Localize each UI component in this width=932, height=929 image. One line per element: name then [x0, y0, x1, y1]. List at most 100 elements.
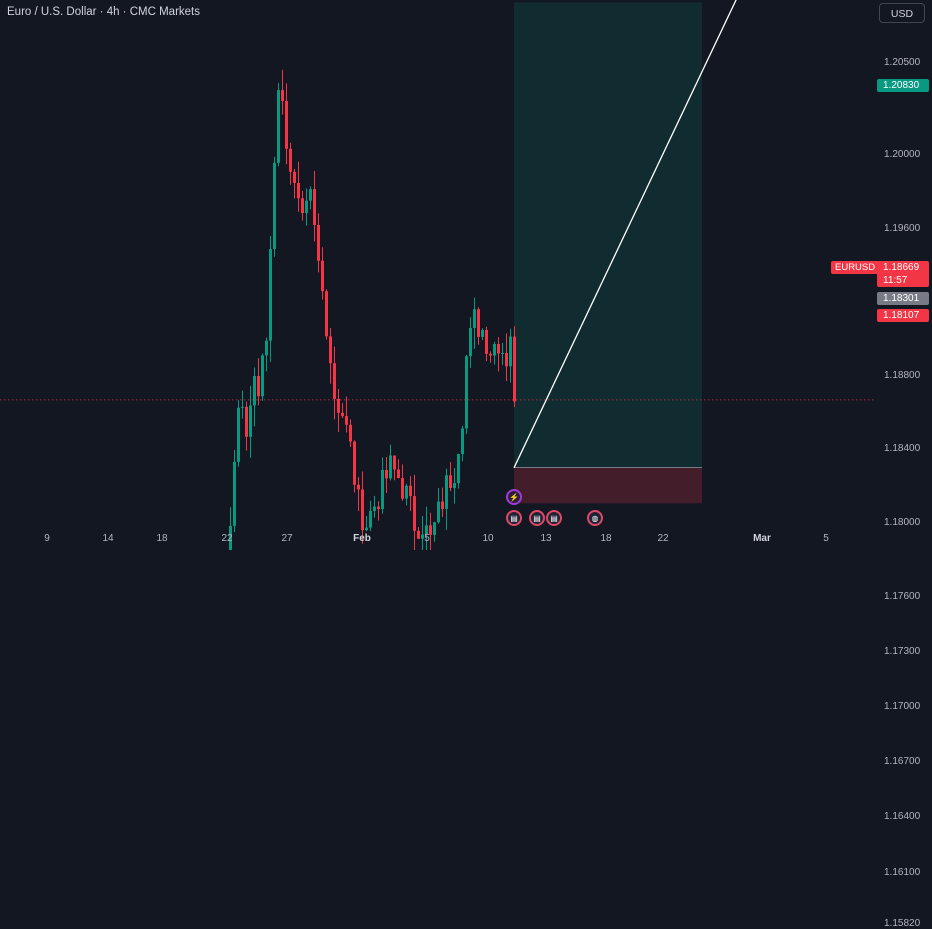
- us-flag-event-icon[interactable]: ▤: [529, 510, 545, 526]
- entry-price-tag: 1.18301: [877, 292, 929, 305]
- candle-body: [297, 182, 300, 199]
- time-tick: 14: [102, 533, 114, 544]
- us-flag-event-icon[interactable]: ▤: [506, 510, 522, 526]
- candle-body: [461, 428, 464, 455]
- long-position-profit-zone[interactable]: [514, 2, 702, 468]
- candle-body: [493, 343, 496, 356]
- candle-body: [425, 525, 428, 535]
- candle-body: [413, 496, 416, 531]
- price-tick: 1.16700: [884, 756, 921, 768]
- candle-body: [393, 455, 396, 470]
- candle-body: [249, 405, 252, 437]
- candle-body: [433, 522, 436, 535]
- candle-body: [321, 260, 324, 292]
- price-chart[interactable]: [0, 0, 932, 550]
- price-tick: 1.18800: [884, 369, 921, 381]
- time-tick: 22: [657, 533, 669, 544]
- price-tick: 1.19600: [884, 222, 921, 234]
- target-price-tag: 1.20830: [877, 79, 929, 92]
- candle-body: [265, 340, 268, 356]
- time-tick: Feb: [353, 533, 371, 544]
- candle-body: [325, 291, 328, 337]
- candle-body: [509, 336, 512, 367]
- bar-countdown-tag: 11:57: [877, 274, 929, 287]
- candle-body: [261, 355, 264, 397]
- time-tick: 13: [540, 533, 552, 544]
- time-tick: 18: [156, 533, 168, 544]
- price-tick: 1.17300: [884, 645, 921, 657]
- candle-body: [477, 309, 480, 337]
- candle-body: [341, 412, 344, 417]
- us-flag-event-icon[interactable]: ▤: [546, 510, 562, 526]
- candle-body: [241, 406, 244, 408]
- candle-body: [301, 198, 304, 214]
- candle-body: [369, 510, 372, 528]
- candle-body: [449, 475, 452, 488]
- candle-body: [285, 100, 288, 149]
- price-tick: 1.18000: [884, 517, 921, 528]
- price-tick: 1.17600: [884, 590, 921, 602]
- time-tick: 9: [44, 533, 50, 544]
- trend-arrow-line[interactable]: [513, 0, 776, 469]
- candle-body: [309, 189, 312, 201]
- candle-body: [389, 455, 392, 479]
- globe-event-icon[interactable]: ◍: [587, 510, 603, 526]
- candle-body: [417, 530, 420, 539]
- candle-body: [229, 525, 232, 550]
- time-tick: 5: [823, 533, 829, 544]
- chart-title: Euro / U.S. Dollar · 4h · CMC Markets: [7, 6, 200, 18]
- candle-body: [317, 225, 320, 261]
- time-tick: Mar: [753, 533, 771, 544]
- candle-body: [441, 501, 444, 509]
- candle-body: [289, 148, 292, 172]
- currency-button[interactable]: USD: [879, 3, 925, 23]
- candle-body: [237, 407, 240, 462]
- time-tick: 10: [482, 533, 494, 544]
- candle-body: [281, 90, 284, 101]
- candle-body: [381, 469, 384, 509]
- price-tick: 1.20500: [884, 57, 921, 68]
- candle-body: [313, 189, 316, 226]
- price-tick: 1.17000: [884, 701, 921, 712]
- candle-body: [457, 454, 460, 484]
- symbol-label: EURUSD: [831, 261, 880, 274]
- last-price-tag: 1.18669: [877, 261, 929, 274]
- candle-body: [409, 485, 412, 497]
- candle-body: [485, 329, 488, 354]
- candle-body: [473, 309, 476, 329]
- candle-body: [273, 162, 276, 250]
- candle-body: [269, 249, 272, 341]
- candle-body: [497, 343, 500, 354]
- time-tick: 18: [600, 533, 612, 544]
- candle-body: [353, 441, 356, 485]
- time-tick: 5: [424, 533, 430, 544]
- candle-body: [513, 336, 516, 402]
- price-tick: 1.15820: [884, 918, 921, 929]
- candle-body: [337, 398, 340, 413]
- candle-body: [465, 356, 468, 429]
- candle-body: [429, 525, 432, 535]
- candle-body: [305, 200, 308, 214]
- candle-body: [489, 353, 492, 356]
- lightning-event-icon[interactable]: ⚡: [506, 489, 522, 505]
- time-tick: 27: [281, 533, 293, 544]
- candle-body: [277, 90, 280, 163]
- candle-body: [405, 485, 408, 499]
- candle-body: [445, 475, 448, 509]
- candle-body: [333, 363, 336, 399]
- price-tick: 1.16400: [884, 811, 921, 823]
- candle-body: [469, 328, 472, 357]
- candle-body: [501, 352, 504, 354]
- candle-body: [245, 406, 248, 437]
- long-position-stop-zone[interactable]: [514, 467, 702, 504]
- candle-body: [421, 534, 424, 539]
- candle-body: [481, 329, 484, 337]
- candle-body: [437, 501, 440, 523]
- candle-body: [373, 506, 376, 511]
- candle-body: [253, 375, 256, 406]
- price-tick: 1.20000: [884, 149, 921, 160]
- candle-body: [361, 489, 364, 531]
- candle-body: [397, 469, 400, 479]
- candle-body: [233, 461, 236, 526]
